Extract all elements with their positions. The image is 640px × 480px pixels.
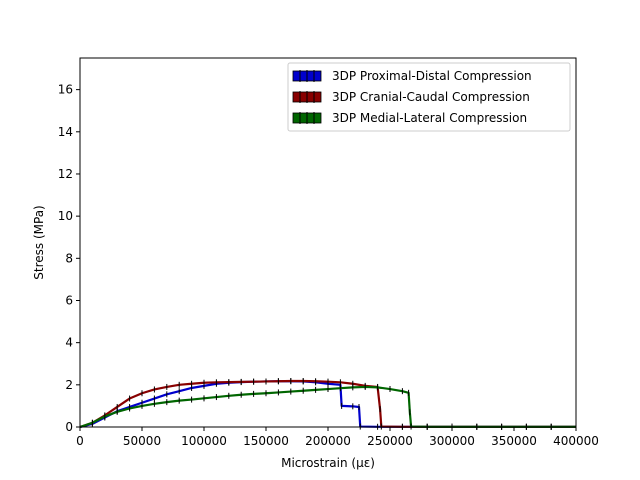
y-tick-label: 6 (65, 293, 73, 307)
x-tick-label: 0 (76, 434, 84, 448)
x-tick-label: 250000 (367, 434, 413, 448)
y-axis-label: Stress (MPa) (32, 205, 46, 279)
legend: 3DP Proximal-Distal Compression 3DP Crani… (287, 62, 571, 132)
y-tick-label: 16 (58, 83, 73, 97)
y-tick-label: 8 (65, 251, 73, 265)
x-tick-label: 50000 (123, 434, 161, 448)
legend-box (287, 62, 571, 132)
y-tick-label: 0 (65, 420, 73, 434)
x-tick-label: 200000 (305, 434, 351, 448)
legend-label: 3DP Cranial-Caudal Compression (332, 90, 530, 104)
legend-entry: 3DP Proximal-Distal Compression (292, 69, 532, 83)
y-tick-label: 14 (58, 125, 73, 139)
legend-label: 3DP Proximal-Distal Compression (332, 69, 532, 83)
legend-label: 3DP Medial-Lateral Compression (332, 111, 527, 125)
x-tick-label: 100000 (181, 434, 227, 448)
x-axis-label: Microstrain (με) (281, 456, 375, 470)
legend-entry: 3DP Cranial-Caudal Compression (292, 90, 530, 104)
y-tick-label: 2 (65, 378, 73, 392)
x-tick-label: 150000 (243, 434, 289, 448)
y-tick-label: 12 (58, 167, 73, 181)
x-axis: 0 50000 100000 150000 200000 250000 300000 3500… (76, 427, 599, 448)
x-tick-label: 350000 (491, 434, 537, 448)
legend-entry: 3DP Medial-Lateral Compression (292, 111, 527, 125)
y-tick-label: 4 (65, 336, 73, 350)
y-tick-label: 10 (58, 209, 73, 223)
y-axis: 0 2 4 6 8 10 12 14 16 (58, 83, 80, 434)
x-tick-label: 400000 (553, 434, 599, 448)
x-tick-label: 300000 (429, 434, 475, 448)
